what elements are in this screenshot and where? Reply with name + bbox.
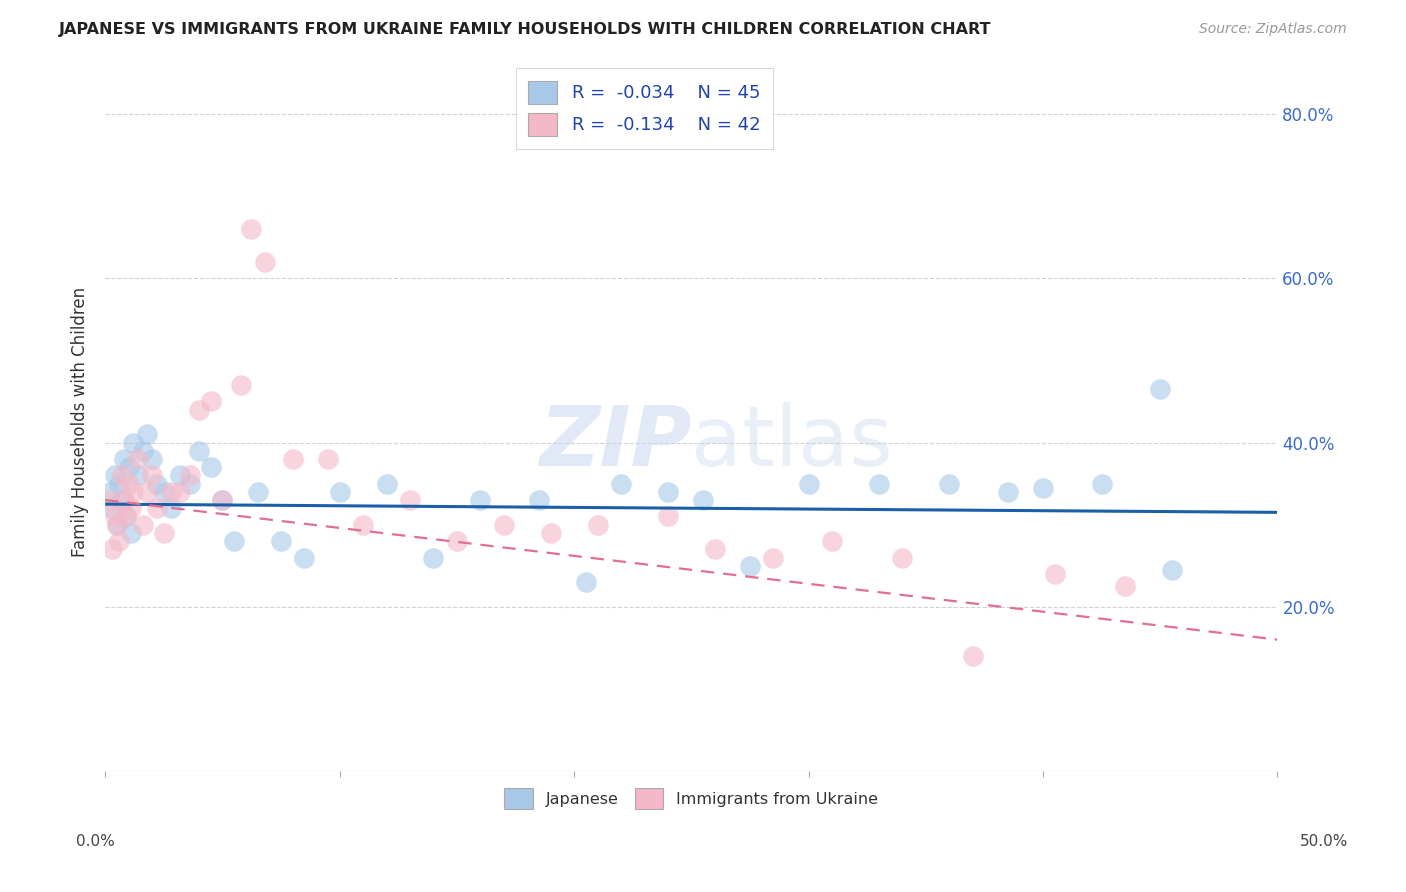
Point [136, 427, 159, 442]
Point [160, 501, 183, 516]
Point [146, 476, 169, 491]
Point [657, 509, 679, 524]
Point [797, 476, 820, 491]
Point [141, 452, 163, 467]
Point [136, 484, 159, 499]
Point [586, 517, 609, 532]
Point [127, 452, 149, 467]
Point [1149, 382, 1171, 396]
Point [115, 509, 138, 524]
Point [104, 509, 127, 524]
Point [692, 493, 714, 508]
Point [422, 550, 444, 565]
Point [231, 378, 253, 392]
Point [112, 493, 135, 508]
Point [169, 484, 191, 499]
Point [111, 468, 134, 483]
Point [122, 435, 145, 450]
Point [375, 476, 398, 491]
Legend: Japanese, Immigrants from Ukraine: Japanese, Immigrants from Ukraine [498, 782, 884, 815]
Point [132, 443, 155, 458]
Point [118, 476, 141, 491]
Point [105, 517, 128, 532]
Point [294, 550, 316, 565]
Point [200, 394, 222, 409]
Point [108, 476, 131, 491]
Text: 0.0%: 0.0% [76, 834, 115, 849]
Point [246, 484, 269, 499]
Point [112, 452, 135, 467]
Point [153, 484, 176, 499]
Point [703, 542, 725, 557]
Point [224, 534, 246, 549]
Point [762, 550, 785, 565]
Point [169, 468, 191, 483]
Point [821, 534, 844, 549]
Point [179, 468, 201, 483]
Point [316, 452, 339, 467]
Point [1161, 563, 1184, 577]
Point [188, 402, 211, 417]
Point [120, 501, 142, 516]
Point [446, 534, 468, 549]
Point [527, 493, 550, 508]
Point [153, 525, 176, 540]
Point [253, 255, 276, 269]
Point [111, 493, 134, 508]
Point [657, 484, 679, 499]
Point [352, 517, 374, 532]
Text: Source: ZipAtlas.com: Source: ZipAtlas.com [1199, 22, 1347, 37]
Point [281, 452, 304, 467]
Point [179, 476, 201, 491]
Point [101, 542, 124, 557]
Point [146, 501, 169, 516]
Text: JAPANESE VS IMMIGRANTS FROM UKRAINE FAMILY HOUSEHOLDS WITH CHILDREN CORRELATION : JAPANESE VS IMMIGRANTS FROM UKRAINE FAMI… [59, 22, 991, 37]
Point [1043, 566, 1066, 581]
Point [200, 460, 222, 475]
Point [141, 468, 163, 483]
Point [108, 534, 131, 549]
Point [118, 460, 141, 475]
Point [115, 509, 138, 524]
Point [962, 648, 984, 663]
Point [1114, 579, 1136, 593]
Point [329, 484, 352, 499]
Point [1032, 481, 1054, 495]
Point [610, 476, 633, 491]
Point [122, 484, 145, 499]
Point [104, 468, 127, 483]
Point [738, 558, 761, 573]
Point [101, 501, 124, 516]
Text: 50.0%: 50.0% [1301, 834, 1348, 849]
Point [98, 484, 121, 499]
Point [1090, 476, 1112, 491]
Point [891, 550, 914, 565]
Point [938, 476, 960, 491]
Point [239, 222, 262, 236]
Point [105, 517, 128, 532]
Text: ZIP: ZIP [538, 402, 692, 483]
Point [98, 493, 121, 508]
Point [575, 575, 598, 590]
Point [492, 517, 515, 532]
Point [188, 443, 211, 458]
Y-axis label: Family Households with Children: Family Households with Children [72, 287, 89, 558]
Point [127, 468, 149, 483]
Point [211, 493, 233, 508]
Point [540, 525, 562, 540]
Point [120, 525, 142, 540]
Point [868, 476, 890, 491]
Point [399, 493, 422, 508]
Point [211, 493, 233, 508]
Point [997, 484, 1019, 499]
Point [470, 493, 492, 508]
Point [270, 534, 292, 549]
Point [160, 484, 183, 499]
Point [132, 517, 155, 532]
Text: atlas: atlas [692, 402, 893, 483]
